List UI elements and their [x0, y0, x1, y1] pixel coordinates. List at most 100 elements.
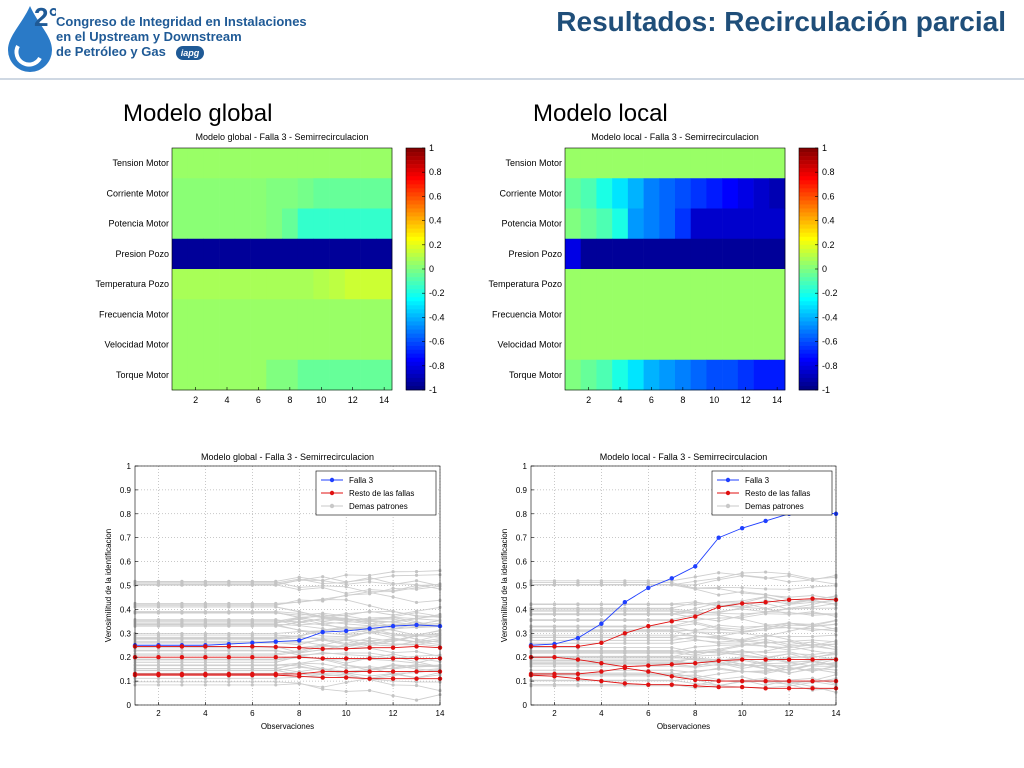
congress-name: Congreso de Integridad en Instalaciones … [56, 14, 307, 59]
demas-patrones-point [552, 679, 557, 683]
series-point [646, 663, 651, 668]
heatmap-cell [706, 208, 723, 240]
series-point [320, 675, 325, 680]
demas-patrones-point [810, 585, 815, 589]
heatmap-cell [187, 178, 204, 209]
heatmap-cell [329, 238, 346, 270]
series-point [716, 604, 721, 610]
demas-patrones-point [203, 631, 207, 636]
demas-patrones-point [180, 619, 184, 623]
heatmap-cell [675, 329, 692, 361]
demas-patrones-point [368, 580, 372, 584]
heatmap-cell [722, 269, 739, 300]
series-point [599, 660, 604, 666]
heatmap-cell [172, 269, 189, 300]
heatmap-cell [580, 269, 597, 300]
heatmap-cell [250, 178, 267, 209]
colorbar-segment [799, 232, 818, 238]
demas-patrones-point [344, 632, 348, 636]
heatmap-cell [769, 299, 786, 330]
demas-patrones-point [321, 634, 325, 638]
series-line [135, 671, 440, 675]
heatmap-cell [282, 178, 299, 209]
x-tick-label: 2 [156, 709, 161, 718]
demas-patrones-point [274, 652, 278, 656]
heatmap-cell [706, 359, 723, 391]
heatmap-cell [250, 359, 267, 391]
heatmap-cell [282, 329, 299, 361]
demas-patrones-point [227, 669, 231, 673]
heatmap-cell [376, 269, 393, 300]
heatmap-row-label: Temperatura Pozo [488, 279, 562, 289]
demas-patrones-point [717, 634, 721, 638]
series-point [250, 644, 255, 649]
colorbar-segment [799, 184, 818, 189]
heatmap-cell [187, 208, 204, 240]
heatmap-cell [690, 208, 707, 240]
demas-patrones-point [227, 666, 231, 670]
heatmap-cell [565, 299, 582, 330]
demas-patrones-point [274, 666, 278, 670]
demas-patrones-line [531, 572, 837, 583]
series-point [786, 597, 792, 603]
demas-patrones-point [344, 689, 348, 694]
demas-patrones-point [623, 638, 627, 642]
demas-patrones-point [203, 619, 207, 623]
heatmap-cell [250, 329, 267, 361]
demas-patrones-point [693, 645, 697, 649]
demas-patrones-point [810, 593, 815, 598]
demas-patrones-point [740, 669, 744, 673]
series-point [226, 672, 232, 678]
demas-patrones-point [740, 655, 744, 659]
demas-patrones-point [227, 660, 231, 664]
demas-patrones-point [321, 611, 325, 615]
demas-patrones-point [368, 604, 372, 608]
demas-patrones-point [599, 650, 603, 655]
colorbar-segment [406, 349, 425, 354]
series-point [414, 644, 419, 649]
heatmap-cell [659, 299, 676, 330]
demas-patrones-point [203, 583, 207, 587]
colorbar-tick-label: 0.8 [429, 167, 442, 177]
colorbar-segment [799, 228, 818, 233]
series-point [693, 614, 698, 619]
series-point [646, 585, 651, 591]
heatmap-cell [737, 178, 754, 209]
heatmap-cell [297, 359, 314, 391]
series-point [599, 640, 604, 646]
colorbar-segment [799, 341, 818, 346]
colorbar-segment [406, 256, 425, 262]
demas-patrones-point [203, 660, 207, 664]
demas-patrones-point [599, 609, 603, 613]
demas-patrones-point [250, 583, 254, 587]
demas-patrones-point [646, 650, 650, 655]
y-tick-label: 0.6 [516, 558, 528, 567]
demas-patrones-point [227, 635, 231, 639]
demas-patrones-point [646, 641, 650, 645]
heatmap-cell [596, 329, 613, 361]
heatmap-cell [219, 208, 236, 240]
demas-patrones-point [576, 684, 580, 688]
x-axis-label: Observaciones [261, 722, 314, 731]
demas-patrones-point [599, 612, 603, 616]
demas-patrones-line [531, 602, 837, 616]
series-point [390, 645, 396, 650]
demas-patrones-point [599, 635, 603, 639]
heatmap-row-label: Potencia Motor [501, 219, 562, 229]
demas-patrones-line [135, 621, 441, 636]
demas-patrones-point [321, 584, 325, 588]
demas-patrones-point [670, 612, 674, 616]
demas-patrones-point [717, 651, 721, 655]
heatmap-cell [565, 329, 582, 361]
series-point [599, 678, 604, 684]
heatmap-cell [172, 208, 189, 240]
heatmap-cell [329, 178, 346, 209]
demas-patrones-point [274, 663, 278, 667]
legend-swatch-marker [329, 477, 335, 483]
heatmap-cell [172, 299, 189, 330]
demas-patrones-point [646, 579, 650, 583]
demas-patrones-point [156, 652, 161, 656]
colorbar-segment [406, 168, 425, 173]
demas-patrones-point [764, 606, 768, 611]
demas-patrones-point [156, 611, 161, 615]
